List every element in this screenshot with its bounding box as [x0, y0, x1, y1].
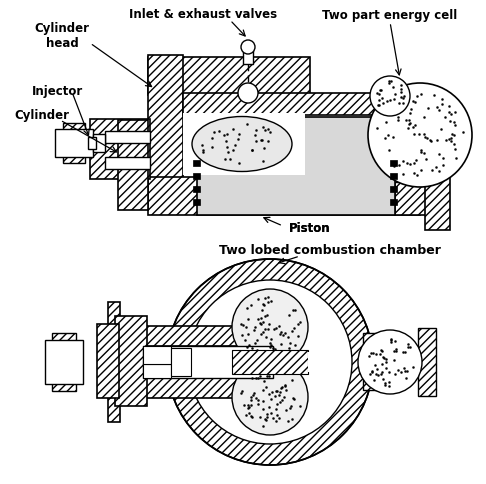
Bar [193, 199, 200, 205]
Bar [383, 112, 425, 144]
Bar [171, 348, 191, 376]
Bar [197, 117, 395, 215]
Bar [193, 186, 200, 192]
Bar [148, 55, 183, 210]
Bar [143, 378, 273, 398]
Bar [418, 328, 436, 396]
Text: Two lobed combustion chamber: Two lobed combustion chamber [219, 243, 441, 257]
Text: Piston: Piston [289, 223, 331, 236]
Bar [243, 48, 253, 64]
Text: Piston: Piston [289, 223, 331, 236]
Bar [88, 137, 96, 149]
Text: Cylinder
head: Cylinder head [35, 22, 89, 50]
Bar [390, 173, 397, 179]
Bar [183, 113, 305, 175]
Bar [148, 57, 310, 95]
Bar [143, 346, 171, 364]
Bar [105, 157, 150, 169]
Bar [97, 324, 119, 398]
Text: Inlet & exhaust valves: Inlet & exhaust valves [129, 7, 277, 20]
Circle shape [232, 359, 308, 435]
Bar [63, 123, 85, 163]
Bar [383, 150, 425, 182]
Bar [395, 113, 430, 215]
Text: Cylinder: Cylinder [14, 109, 69, 122]
Bar [193, 173, 200, 179]
Bar [232, 350, 308, 374]
Bar [143, 346, 273, 378]
Circle shape [188, 280, 352, 444]
Circle shape [368, 83, 472, 187]
Bar [193, 160, 200, 166]
Circle shape [370, 76, 410, 116]
Bar [390, 199, 397, 205]
Ellipse shape [192, 117, 292, 171]
Bar [115, 316, 147, 406]
Circle shape [238, 83, 258, 103]
Bar [183, 93, 420, 115]
Bar [308, 352, 333, 372]
Bar [390, 186, 397, 192]
Bar [118, 120, 148, 210]
Bar [148, 177, 420, 215]
Bar [108, 302, 120, 422]
Bar [45, 340, 83, 384]
Bar [90, 119, 150, 179]
Bar [363, 372, 393, 390]
Bar [105, 131, 150, 143]
Circle shape [358, 330, 422, 394]
Bar [55, 129, 93, 157]
Bar [93, 134, 105, 152]
Bar [363, 333, 393, 351]
Bar [143, 364, 171, 378]
Bar [143, 326, 273, 346]
Text: Two part energy cell: Two part energy cell [322, 10, 458, 22]
Bar [425, 95, 450, 230]
Circle shape [232, 289, 308, 365]
Circle shape [167, 259, 373, 465]
Bar [52, 333, 76, 391]
Text: Injector: Injector [32, 86, 83, 99]
Bar [390, 160, 397, 166]
Circle shape [241, 40, 255, 54]
